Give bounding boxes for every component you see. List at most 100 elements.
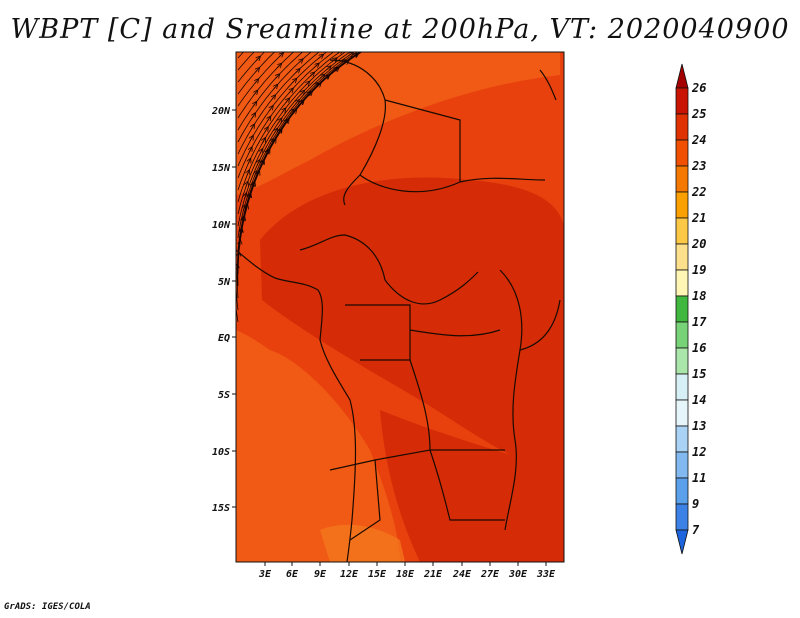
coastline-border	[359, 174, 546, 193]
streamline-arrow	[278, 130, 280, 135]
colorbar-label: 7	[692, 523, 700, 537]
streamline-arrow	[247, 172, 249, 176]
streamline-arrow	[274, 86, 277, 89]
streamline-arrow	[279, 54, 282, 57]
streamline-arrow	[326, 67, 329, 70]
colorbar-label: 9	[692, 497, 699, 511]
colorbar-cell	[675, 217, 689, 245]
lat-tick-label: 15S	[212, 503, 230, 514]
streamline-arrow	[314, 84, 317, 87]
streamline-arrow	[270, 107, 272, 111]
streamline	[237, 52, 328, 167]
streamline-arrow	[296, 70, 299, 73]
colorbar-cell	[675, 295, 689, 323]
colorbar-cell	[675, 451, 689, 479]
streamline-arrow	[260, 150, 262, 155]
colorbar-labels: 26 25 24 23 22 21 20 19 18 17 16 15 14 1…	[691, 81, 707, 537]
colorbar-cell	[675, 269, 689, 297]
streamline-arrow	[319, 56, 322, 59]
coastline-border	[345, 304, 411, 361]
streamline-arrow	[308, 93, 311, 96]
colorbar-label: 16	[692, 341, 706, 355]
streamline	[237, 52, 255, 71]
colorbar-label: 18	[692, 289, 706, 303]
coastline-border	[409, 329, 501, 337]
longitude-axis: 3E 6E 9E 12E 15E 18E 21E 24E 27E 30E 33E	[258, 562, 556, 580]
coastline-border	[374, 449, 505, 521]
lon-tick-label: 30E	[508, 569, 528, 580]
colorbar	[675, 63, 689, 555]
streamline-arrow	[282, 110, 284, 114]
streamline-arrow	[267, 118, 269, 122]
lat-tick-label: EQ	[218, 333, 230, 344]
colorbar-label: 23	[691, 159, 706, 173]
streamline	[237, 52, 245, 59]
streamline-arrow	[274, 130, 276, 134]
streamline	[236, 310, 239, 323]
streamline	[237, 52, 355, 227]
streamline-arrow	[245, 195, 246, 199]
colorbar-cell	[675, 477, 689, 505]
streamline-arrow	[251, 126, 253, 130]
streamline-arrow	[257, 161, 259, 166]
colorbar-label: 19	[692, 263, 706, 277]
lon-tick-label: 3E	[258, 569, 272, 580]
streamline-arrow	[352, 55, 356, 57]
map-title: WBPT [C] and Sreamline at 200hPa, VT: 20…	[10, 14, 790, 45]
coastline-border	[499, 269, 523, 531]
streamline-arrow	[278, 120, 280, 124]
plot-field	[236, 52, 564, 562]
colorbar-label: 26	[691, 81, 706, 95]
streamline-arrow	[334, 69, 337, 72]
streamline-arrow	[292, 80, 295, 83]
coastline-border	[539, 69, 557, 101]
colorbar-label: 21	[691, 211, 706, 225]
lon-tick-label: 18E	[396, 569, 415, 580]
colorbar-label: 12	[692, 445, 706, 459]
credit-text: GrADS: IGES/COLA	[4, 602, 91, 612]
streamline-arrow	[249, 149, 251, 153]
streamline-arrow	[272, 97, 274, 100]
lon-tick-label: 24E	[452, 569, 472, 580]
colorbar-label: 17	[692, 315, 707, 329]
streamline	[237, 52, 295, 119]
streamline-arrow	[246, 183, 247, 188]
coastline-border	[519, 299, 561, 351]
coastline-border	[329, 59, 387, 206]
lon-tick-label: 21E	[423, 569, 443, 580]
latitude-axis: 20N 15N 10N 5N EQ 5S 10S 15S	[211, 106, 236, 514]
coastline-border	[384, 271, 479, 305]
colorbar-label: 24	[691, 133, 706, 147]
colorbar-cell	[675, 399, 689, 427]
lon-tick-label: 33E	[536, 569, 556, 580]
streamline-arrow	[300, 92, 303, 95]
streamline-arrow	[286, 100, 289, 103]
coastline-border	[384, 99, 461, 182]
streamline-arrow	[315, 65, 318, 68]
colorbar-cell	[675, 425, 689, 453]
lat-tick-label: 15N	[212, 163, 231, 174]
streamline-arrow	[305, 83, 308, 86]
streamline-arrow	[248, 195, 249, 200]
lon-tick-label: 9E	[314, 569, 327, 580]
wbpt-field-darker-region	[260, 177, 564, 470]
colorbar-cell	[675, 503, 689, 531]
lat-tick-label: 5S	[218, 390, 230, 401]
colorbar-label: 13	[692, 419, 706, 433]
streamline-arrow	[310, 74, 313, 77]
lon-tick-label: 15E	[368, 569, 387, 580]
streamline-arrow	[277, 65, 280, 68]
streamline-arrow	[276, 75, 279, 78]
streamline-arrow	[252, 115, 254, 119]
streamline-arrow	[289, 90, 292, 93]
streamline-arrow	[265, 129, 267, 133]
coastline-border	[409, 359, 505, 451]
lat-tick-label: 10N	[212, 220, 231, 231]
streamline-arrow	[320, 76, 323, 79]
colorbar-cell	[675, 321, 689, 349]
colorbar-cell	[675, 139, 689, 167]
streamline-arrow	[299, 60, 302, 63]
colorbar-label: 11	[692, 471, 706, 485]
colorbar-bottom-arrow	[675, 529, 689, 555]
